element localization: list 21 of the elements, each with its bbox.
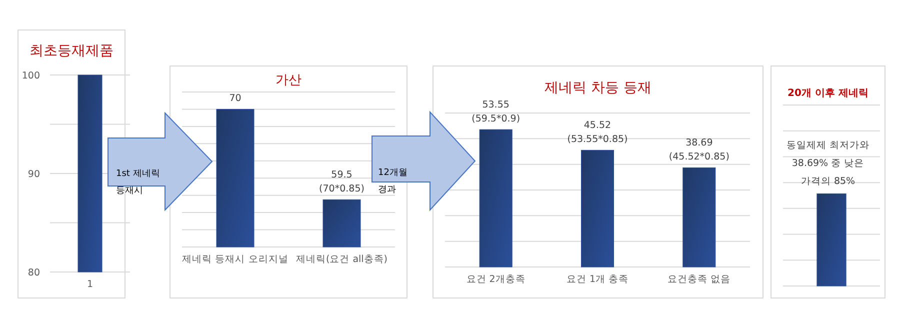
x-tick-label: 요건 1개 충족 (566, 274, 629, 285)
data-label: 53.55 (59.5*0.9) (472, 100, 520, 125)
chart-title: 가산 (276, 73, 302, 88)
x-tick-label: 제네릭(요건 all충족) (296, 254, 388, 265)
data-label: 45.52 (53.55*0.85) (567, 120, 628, 146)
data-label: 38.69 (45.52*0.85) (668, 138, 730, 163)
chart-title: 20개 이후 제네릭 (788, 88, 868, 99)
text: 동일제제 최저가와 38.69% 중 낮은 가격의 85% (786, 140, 870, 187)
y-tick-label: 80 (28, 268, 40, 278)
x-tick-label: 1 (86, 279, 94, 290)
y-tick-label: 100 (22, 70, 40, 82)
x-tick-label: 요건충족 없음 (668, 274, 731, 285)
data-label: 59.5 (70*0.85) (319, 170, 364, 195)
x-tick-label: 요건 2개충족 (466, 274, 526, 285)
annotation: 1st 제네릭 등재시 (116, 169, 160, 196)
x-tick-label: 제네릭 등재시 오리지널 (182, 254, 288, 265)
annotation: 12개월 경과 (378, 168, 408, 195)
chart-title: 최초등재제품 (30, 43, 114, 59)
chart-title: 제네릭 차등 등재 (544, 80, 652, 96)
data-label: 70 (229, 93, 242, 104)
y-tick-label: 90 (28, 169, 40, 180)
